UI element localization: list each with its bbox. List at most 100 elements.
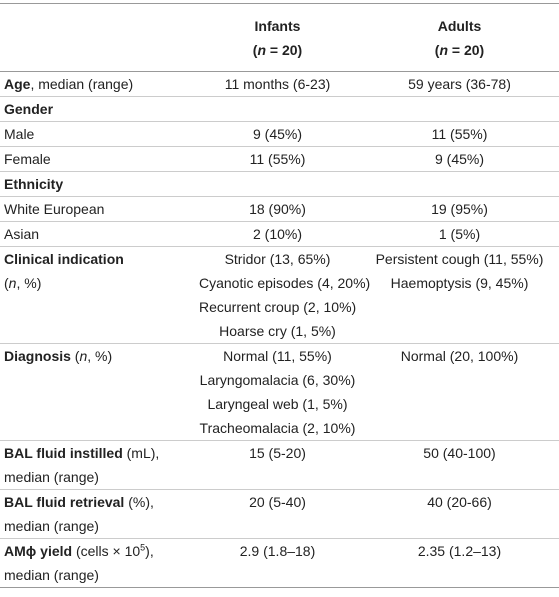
text-line: Age, median (range) [4,72,191,96]
table-row: Diagnosis (n, %) Normal (11, 55%) Laryngom… [0,344,559,441]
text-run: (%), [124,494,154,510]
cell-text: 20 (5-40) [249,494,306,510]
value-cell: 11 (55%) [195,147,360,172]
text-run: n [79,348,88,364]
text-line: median (range) [4,465,191,489]
value-cell: 2 (10%) [195,222,360,247]
data-table: Infants (n = 20) Adults (n = 20) Age, media… [0,3,559,588]
text-run: ( [434,42,440,58]
text-line: White European [4,197,191,221]
cell-text: 2.9 (1.8–18) [239,543,316,559]
text-run: = 20) [266,42,303,58]
row-label: Age, median (range) [0,72,195,97]
value-cell: Normal (20, 100%) [360,344,559,441]
text-run: Male [4,126,35,142]
text-line: median (range) [4,563,191,587]
value-cell [195,172,360,197]
cell-text: 1 (5%) [438,226,481,242]
cell-text: Haemoptysis (9, 45%) [390,275,529,291]
text-run: Female [4,151,51,167]
cell-text: 11 months (6-23) [224,76,331,92]
cell-text: Cyanotic episodes (4, 20%) [199,275,371,291]
table-row: Ethnicity [0,172,559,197]
value-cell: 9 (45%) [360,147,559,172]
text-run: n [257,42,267,58]
value-cell: 15 (5-20) [195,441,360,490]
row-label: Male [0,122,195,147]
table-row: Male 9 (45%) 11 (55%) [0,122,559,147]
text-line: Adults [364,14,555,38]
cell-text: Normal (20, 100%) [400,348,519,364]
text-line: BAL fluid instilled (mL), [4,441,191,465]
row-label: BAL fluid instilled (mL), median (range) [0,441,195,490]
text-run: median (range) [4,518,99,534]
column-header: Infants (n = 20) [195,4,360,72]
value-cell: Persistent cough (11, 55%) Haemoptysis (9… [360,247,559,344]
cell-text: Stridor (13, 65%) [224,251,331,267]
text-run: (mL), [122,445,160,461]
row-label: Clinical indication (n, %) [0,247,195,344]
text-run: , median (range) [30,76,134,92]
text-run: White European [4,201,105,217]
cell-text: 18 (90%) [249,201,306,217]
text-run: ( [70,348,80,364]
text-run: median (range) [4,567,99,583]
table-row: Asian 2 (10%) 1 (5%) [0,222,559,247]
text-run: Infants [254,18,301,34]
text-line: Ethnicity [4,172,191,196]
cell-text: 19 (95%) [431,201,488,217]
header-cell [0,4,195,72]
text-run: median (range) [4,469,99,485]
table-row: AMϕ yield (cells × 105), median (range) 2.… [0,539,559,588]
column-header: Adults (n = 20) [360,4,559,72]
row-label: White European [0,197,195,222]
value-cell: 59 years (36-78) [360,72,559,97]
value-cell: 2.35 (1.2–13) [360,539,559,588]
table-row: White European 18 (90%) 19 (95%) [0,197,559,222]
cell-text: 15 (5-20) [249,445,306,461]
text-run: n [439,42,449,58]
cell-text: 50 (40-100) [423,445,496,461]
text-run: Asian [4,226,40,242]
text-run: Diagnosis [4,348,71,364]
cell-text: Laryngomalacia (6, 30%) [199,372,356,388]
cell-text: Laryngeal web (1, 5%) [207,396,348,412]
cell-text: Tracheomalacia (2, 10%) [199,420,356,436]
text-run: BAL fluid instilled [4,445,123,461]
text-line: Asian [4,222,191,246]
value-cell: 18 (90%) [195,197,360,222]
cell-text: 9 (45%) [434,151,485,167]
text-run: ( [252,42,258,58]
value-cell: 20 (5-40) [195,490,360,539]
text-run: Gender [4,101,54,117]
cell-text: 40 (20-66) [427,494,492,510]
table-row: Female 11 (55%) 9 (45%) [0,147,559,172]
cell-text: 2.35 (1.2–13) [417,543,502,559]
text-run: = 20) [448,42,485,58]
cell-text: Persistent cough (11, 55%) [375,251,544,267]
text-line: Clinical indication [4,247,191,271]
cell-text: 59 years (36-78) [408,76,511,92]
text-line: Male [4,122,191,146]
text-run: AMϕ yield [4,543,73,559]
table-row: Gender [0,97,559,122]
value-cell: Stridor (13, 65%) Cyanotic episodes (4, 2… [195,247,371,344]
value-cell: Normal (11, 55%) Laryngomalacia (6, 30%) L… [195,344,360,441]
text-run: , %) [16,275,42,291]
table-row: BAL fluid retrieval (%), median (range) 20… [0,490,559,539]
text-run: Ethnicity [4,176,64,192]
cell-text: Normal (11, 55%) [223,348,332,364]
cell-text: Hoarse cry (1, 5%) [219,323,336,339]
text-line: (n = 20) [199,38,356,62]
value-cell [195,97,360,122]
cell-text: 11 (55%) [249,151,306,167]
text-run: n [8,275,17,291]
table-row: Age, median (range) 11 months (6-23) 59 ye… [0,72,559,97]
cell-text: 11 (55%) [431,126,488,142]
value-cell: 11 months (6-23) [195,72,360,97]
text-run: (cells × 10 [72,543,141,559]
cell-text: Recurrent croup (2, 10%) [199,299,357,315]
text-line: BAL fluid retrieval (%), [4,490,191,514]
value-cell: 9 (45%) [195,122,360,147]
cell-text: 2 (10%) [252,226,303,242]
